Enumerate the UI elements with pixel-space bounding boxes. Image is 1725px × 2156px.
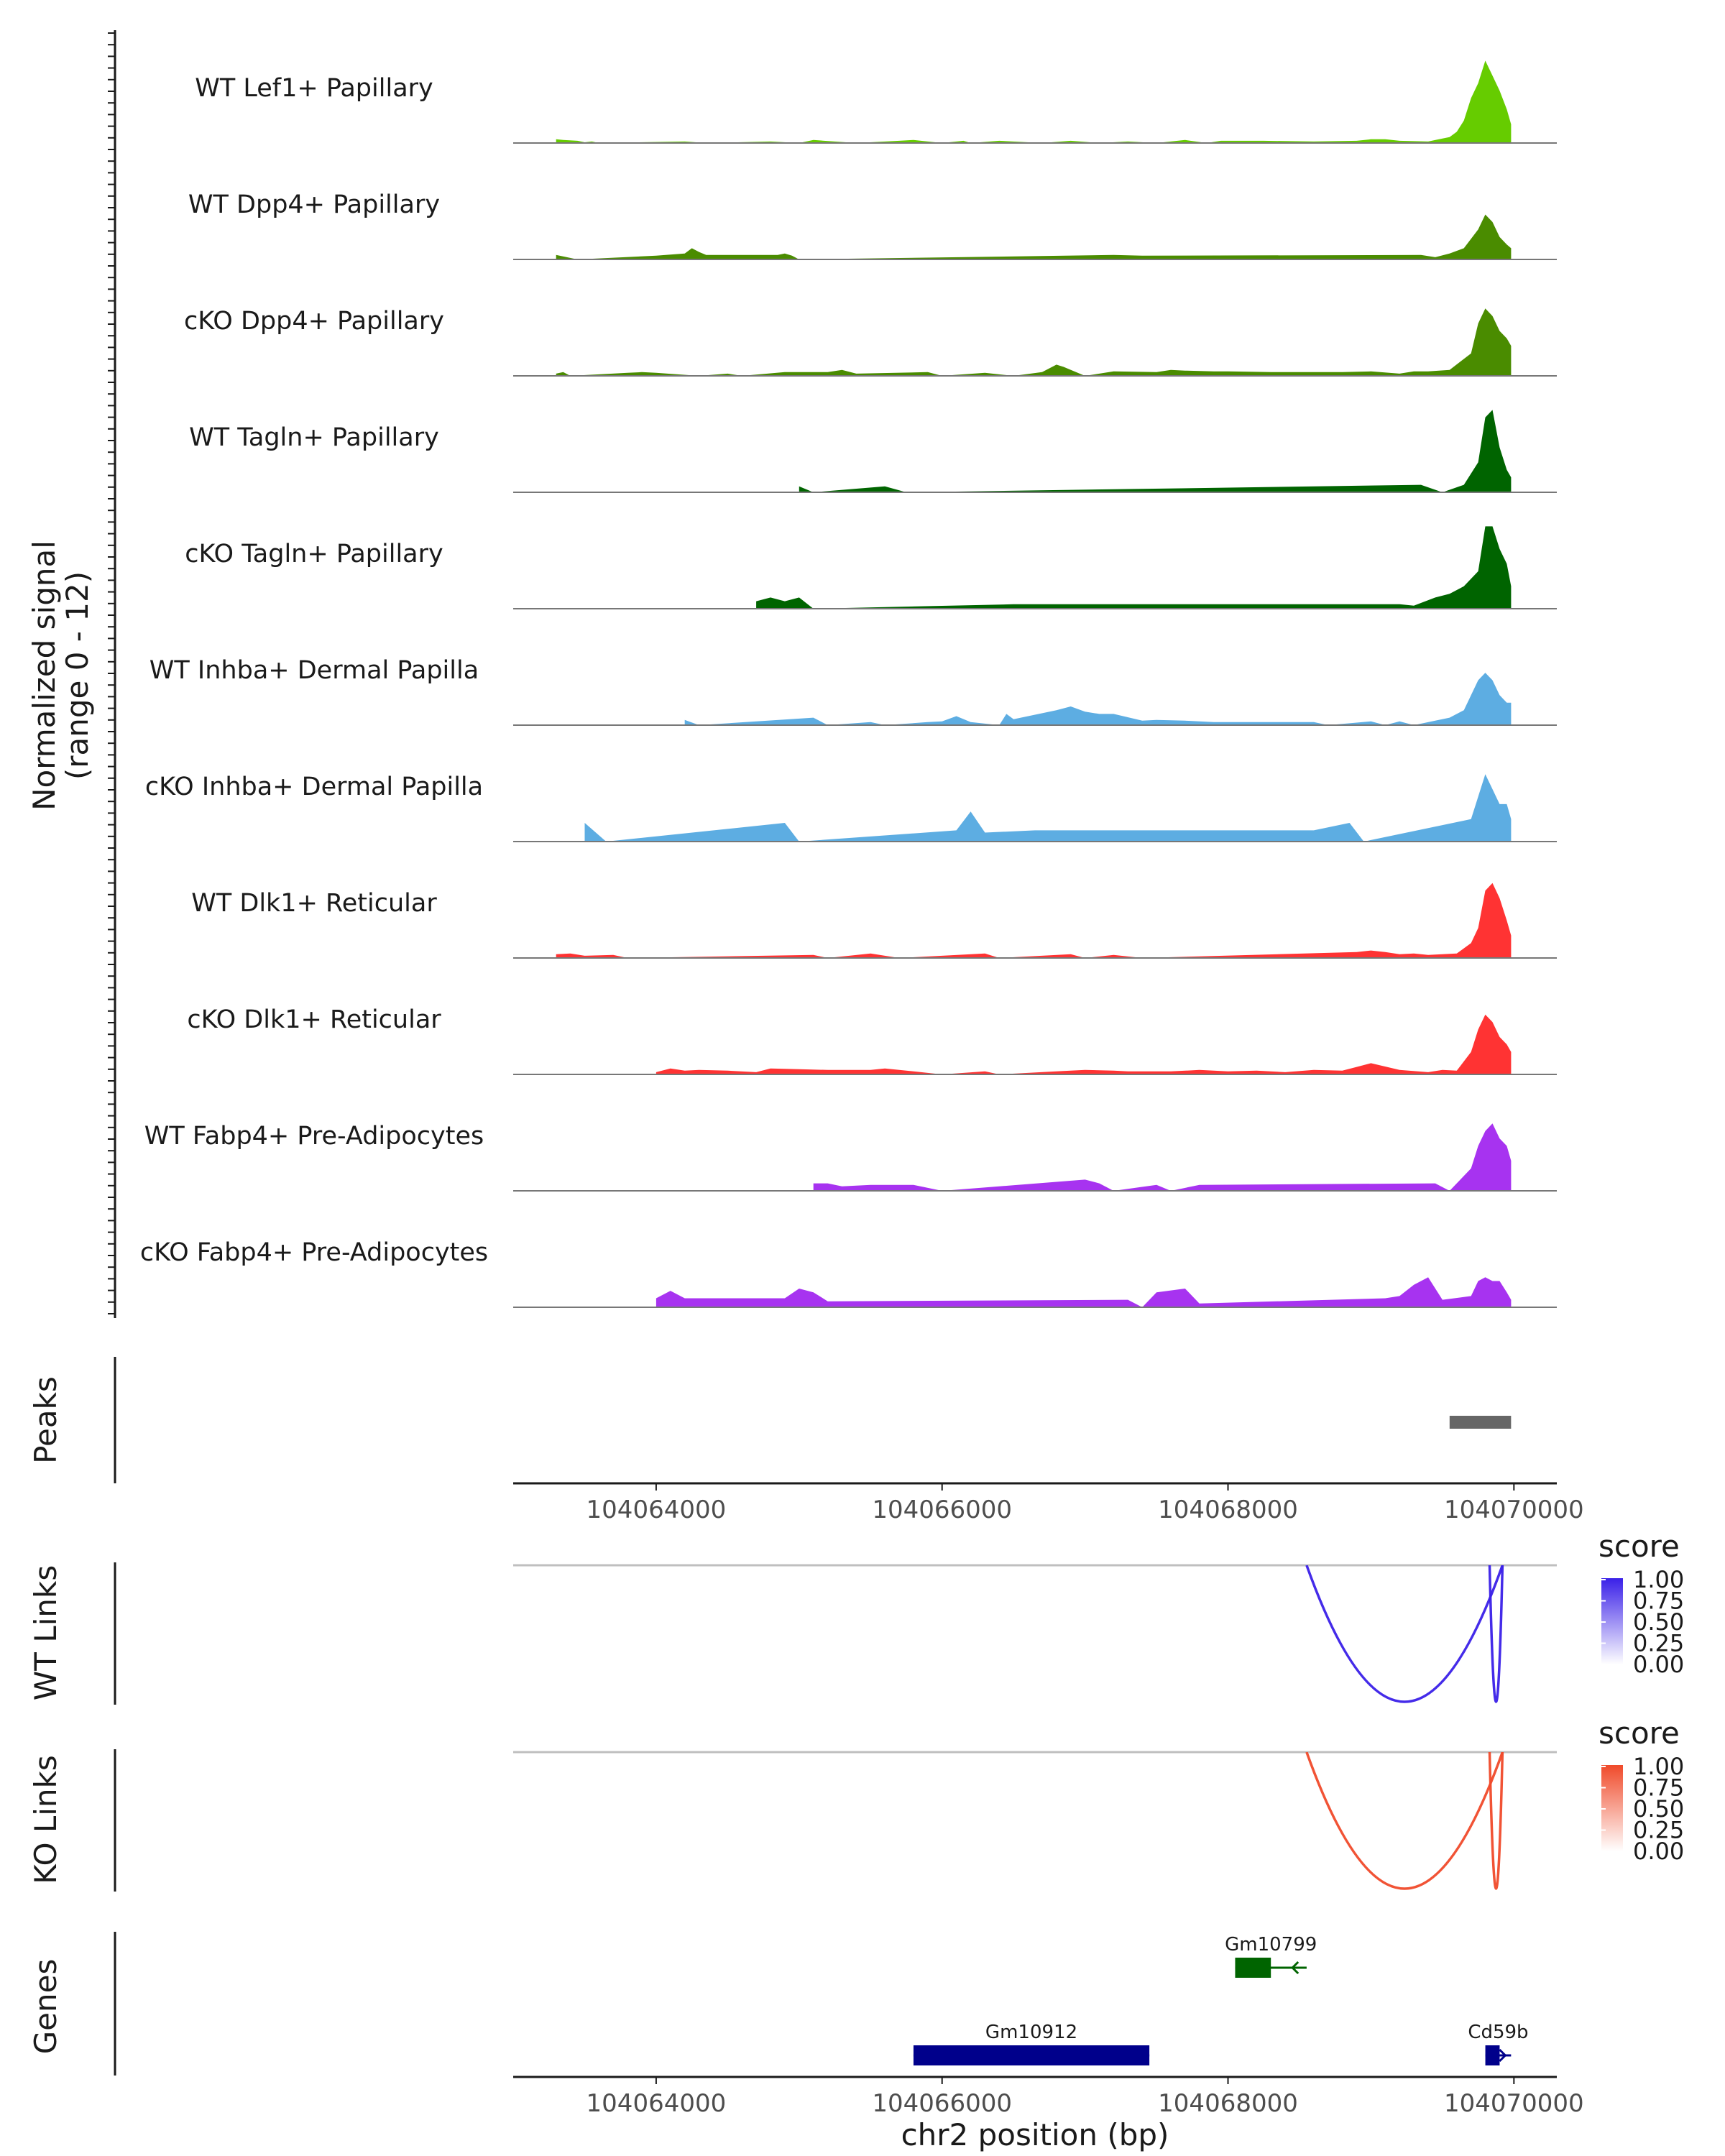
legend-value: 0.25 [1633,1630,1684,1657]
peaks-panel: Peaks 104064000 104066000 104068000 1040700… [28,1357,1584,1524]
links-arcs [1305,1565,1504,1703]
coverage-track: WT Inhba+ Dermal Papilla [150,656,1557,726]
gene-model: Gm10912 [913,2022,1150,2065]
links-label: WT Links [28,1565,63,1700]
legend-title: score [1598,1529,1680,1564]
gene-exon [1485,2045,1500,2065]
gene-name-label: Gm10799 [1225,1934,1317,1955]
peaks-x-axis: 104064000 104066000 104068000 104070000 [586,1483,1584,1524]
x-tick-label: 104066000 [872,2089,1012,2118]
coverage-tracks: WT Lef1+ Papillary WT Dpp4+ Papillary cKO … [140,60,1557,1308]
peaks-label: Peaks [28,1376,63,1464]
coverage-track-label: cKO Dlk1+ Reticular [187,1005,441,1034]
coverage-track-label: WT Dpp4+ Papillary [188,190,440,219]
coverage-signal-area [684,673,1512,725]
coverage-track-label: WT Lef1+ Papillary [195,74,433,103]
x-tick-label: 104068000 [1158,2089,1298,2118]
legend-value: 0.75 [1633,1774,1684,1802]
coverage-track: cKO Inhba+ Dermal Papilla [145,773,1557,842]
gene-name-label: Gm10912 [985,2022,1077,2043]
gene-models: Gm10799 Gm10912 Cd59b [913,1934,1529,2065]
coverage-track-label: WT Tagln+ Papillary [189,423,439,452]
legend-value: 0.00 [1633,1838,1684,1865]
coverage-track: cKO Dpp4+ Papillary [184,307,1557,377]
gene-name-label: Cd59b [1468,2022,1528,2043]
coverage-track-label: WT Fabp4+ Pre-Adipocytes [144,1122,484,1151]
genes-x-axis: 104064000 104066000 104068000 104070000 [586,2077,1584,2118]
coverage-track-label: cKO Dpp4+ Papillary [184,307,444,336]
x-tick-label: 104068000 [1158,1496,1298,1524]
legend-title: score [1598,1715,1680,1751]
gene-model: Gm10799 [1225,1934,1317,1978]
coverage-track-label: cKO Inhba+ Dermal Papilla [145,773,483,801]
x-tick-label: 104064000 [586,2089,727,2118]
coverage-track-label: WT Inhba+ Dermal Papilla [150,656,479,685]
x-tick-label: 104070000 [1444,1496,1584,1524]
coverage-signal-area [756,526,1512,609]
links-label: KO Links [28,1755,63,1884]
gene-strand-arrow [1499,2048,1507,2063]
x-tick-label: 104066000 [872,1496,1012,1524]
coverage-track: WT Fabp4+ Pre-Adipocytes [144,1122,1557,1192]
coverage-track-label: cKO Fabp4+ Pre-Adipocytes [140,1238,488,1267]
coverage-track: WT Dlk1+ Reticular [191,883,1557,959]
coverage-signal-area [656,1277,1512,1307]
coverage-track-label: cKO Tagln+ Papillary [185,540,443,568]
coverage-track: WT Dpp4+ Papillary [188,190,1557,260]
links-arcs [1305,1752,1504,1890]
gene-model: Cd59b [1468,2022,1529,2065]
x-tick-label: 104064000 [586,1496,727,1524]
coverage-y-label-line1: Normalized signal [27,540,62,811]
link-arc [1305,1752,1504,1890]
legend-value: 0.00 [1633,1651,1684,1678]
genes-label: Genes [28,1959,63,2055]
coverage-track: cKO Tagln+ Papillary [185,526,1557,609]
coverage-track-label: WT Dlk1+ Reticular [191,889,437,918]
coverage-y-label-line2: (range 0 - 12) [60,571,95,780]
coverage-panel: Normalized signal (range 0 - 12) WT Lef1… [27,30,1557,1318]
peak-region [1449,1416,1512,1429]
link-arc [1488,1752,1504,1890]
legend-value: 0.25 [1633,1817,1684,1844]
coverage-y-axis [108,30,116,1318]
coverage-track: cKO Fabp4+ Pre-Adipocytes [140,1238,1557,1308]
legend-value: 1.00 [1633,1566,1684,1593]
legend-value: 0.75 [1633,1588,1684,1615]
x-tick-label: 104070000 [1444,2089,1584,2118]
gene-strand-arrow [1291,1961,1300,1975]
gene-exon [1235,1958,1271,1978]
gene-strand-arrow [1137,2048,1146,2063]
coverage-track: WT Lef1+ Papillary [195,60,1557,144]
legend-value: 0.50 [1633,1795,1684,1823]
coverage-track: cKO Dlk1+ Reticular [187,1005,1557,1075]
x-axis-title: chr2 position (bp) [901,2117,1169,2152]
legend-value: 0.50 [1633,1608,1684,1636]
legend-value: 1.00 [1633,1753,1684,1780]
coverage-signal-area [584,774,1512,842]
coverage-track: WT Tagln+ Papillary [189,410,1557,493]
link-arc [1305,1565,1504,1703]
gene-exon [913,2045,1150,2065]
peaks-regions [1449,1416,1512,1429]
link-arc [1488,1565,1504,1703]
